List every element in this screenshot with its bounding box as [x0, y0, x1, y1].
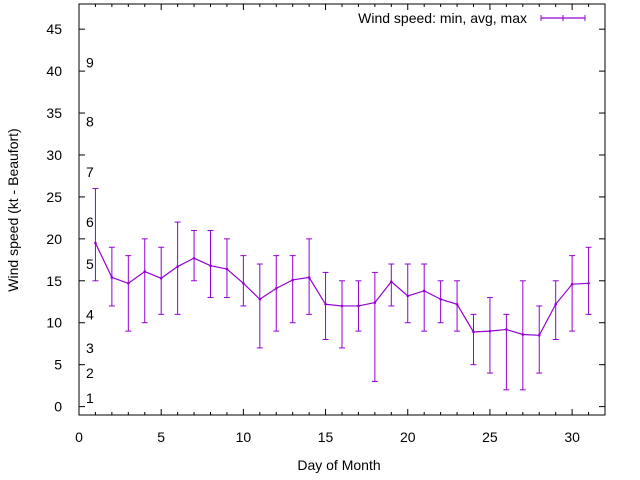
beaufort-label: 7 — [86, 164, 94, 180]
beaufort-label: 5 — [86, 256, 94, 272]
legend-label: Wind speed: min, avg, max — [358, 10, 527, 26]
series-group — [92, 188, 592, 391]
x-tick-label: 0 — [75, 429, 83, 445]
avg-point — [209, 264, 212, 267]
avg-point — [406, 294, 410, 298]
y-tick-label: 30 — [46, 147, 62, 163]
avg-point — [192, 256, 196, 260]
avg-point — [439, 297, 442, 301]
beaufort-label: 2 — [86, 365, 94, 381]
avg-point — [225, 267, 229, 271]
y-tick-label: 15 — [46, 273, 62, 289]
avg-point — [488, 329, 492, 333]
y-axis-label: Wind speed (kt - Beaufort) — [5, 128, 21, 291]
avg-point — [159, 276, 163, 280]
avg-point — [340, 304, 344, 308]
avg-point — [554, 302, 557, 306]
plot-frame — [78, 3, 606, 416]
x-tick-label: 5 — [157, 429, 165, 445]
beaufort-label: 6 — [86, 214, 94, 230]
avg-point — [94, 241, 97, 245]
avg-point — [110, 276, 114, 279]
y-tick-label: 45 — [46, 21, 62, 37]
y-tick-label: 20 — [46, 231, 62, 247]
beaufort-label: 4 — [86, 306, 94, 322]
avg-point — [537, 334, 541, 337]
x-tick-label: 10 — [236, 429, 252, 445]
avg-point — [258, 297, 262, 301]
avg-point — [455, 302, 459, 306]
beaufort-label: 1 — [86, 390, 94, 406]
avg-point — [176, 265, 179, 268]
avg-point — [587, 282, 590, 285]
avg-point — [274, 287, 278, 290]
avg-point — [127, 282, 130, 285]
avg-point — [472, 330, 475, 334]
avg-point — [373, 301, 377, 304]
y-tick-label: 35 — [46, 105, 62, 121]
avg-point — [242, 282, 245, 285]
avg-point — [291, 278, 294, 282]
y-tick-label: 5 — [54, 357, 62, 373]
y-tick-label: 25 — [46, 189, 62, 205]
avg-point — [324, 302, 327, 306]
beaufort-label: 8 — [86, 113, 94, 129]
x-axis-ticks: 0 5 10 15 20 25 30 — [75, 4, 590, 445]
y-tick-label: 0 — [54, 399, 62, 415]
x-tick-label: 20 — [400, 429, 416, 445]
x-tick-label: 30 — [564, 429, 580, 445]
avg-point — [357, 304, 360, 308]
avg-point — [390, 280, 393, 283]
x-axis-label: Day of Month — [297, 457, 380, 473]
avg-point — [570, 282, 574, 286]
beaufort-label: 9 — [86, 55, 94, 71]
avg-point — [521, 333, 525, 336]
beaufort-scale-labels: 1 2 3 4 5 6 7 8 9 — [86, 55, 94, 407]
legend: Wind speed: min, avg, max — [358, 10, 586, 26]
avg-point — [307, 276, 311, 279]
x-tick-label: 25 — [482, 429, 498, 445]
y-tick-label: 10 — [46, 315, 62, 331]
x-tick-label: 15 — [318, 429, 334, 445]
avg-point — [422, 289, 426, 293]
avg-point — [143, 270, 147, 273]
avg-point — [505, 328, 508, 331]
y-tick-label: 40 — [46, 63, 62, 79]
beaufort-label: 3 — [86, 340, 94, 356]
